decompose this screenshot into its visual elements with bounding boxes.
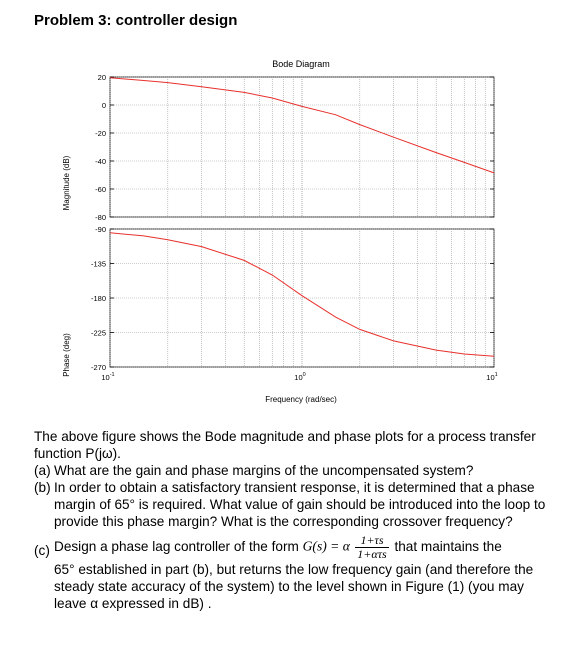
bode-diagram: Bode Diagram 20 0 -20 -40 -60 -80 -90 -135 -180…: [62, 59, 498, 404]
y-tick-label: -90: [95, 225, 106, 234]
y-tick-label: -60: [95, 185, 106, 194]
formula-numerator: 1+τs: [355, 534, 389, 548]
intro-paragraph: The above figure shows the Bode magnitud…: [34, 429, 536, 461]
y-tick-label: -40: [95, 157, 106, 166]
bode-title: Bode Diagram: [272, 59, 330, 69]
part-b-label: (b): [34, 480, 51, 495]
part-c: (c) Design a phase lag controller of the…: [34, 534, 556, 612]
problem-heading: Problem 3: controller design: [34, 12, 238, 29]
series-line: [109, 77, 495, 174]
part-b: (b) In order to obtain a satisfactory tr…: [34, 479, 556, 530]
y-tick-label: -135: [91, 260, 106, 269]
magnitude-axis-label: Magnitude (dB): [62, 155, 71, 210]
y-tick-label: -180: [91, 294, 106, 303]
y-tick-label: 20: [98, 73, 106, 82]
y-tick-label: -270: [91, 363, 106, 372]
phase-axis-label: Phase (deg): [62, 333, 71, 377]
problem-text: The above figure shows the Bode magnitud…: [34, 428, 556, 612]
part-c-text-pre: Design a phase lag controller of the for…: [54, 539, 299, 555]
formula-lhs: G(s) = α: [302, 538, 350, 554]
part-a-label: (a): [34, 463, 51, 478]
part-c-text-mid: that maintains the: [394, 539, 502, 555]
magnitude-panel: 20 0 -20 -40 -60 -80: [95, 73, 495, 222]
part-a: (a) What are the gain and phase margins …: [34, 462, 556, 479]
frequency-axis-label: Frequency (rad/sec): [265, 395, 337, 404]
series-line: [109, 232, 495, 357]
y-tick-label: -225: [91, 329, 106, 338]
part-c-label: (c): [34, 543, 50, 558]
y-tick-label: -80: [95, 213, 106, 222]
formula-denominator: 1+ατs: [357, 547, 387, 561]
formula-fraction: 1+τs 1+ατs: [355, 534, 389, 561]
part-a-text: What are the gain and phase margins of t…: [54, 463, 474, 478]
part-b-text: In order to obtain a satisfactory transi…: [54, 480, 546, 529]
lag-controller-formula: G(s) = α 1+τs 1+ατs: [303, 534, 391, 561]
x-tick-label: 101: [486, 372, 497, 382]
x-tick-label: 10-1: [101, 372, 114, 382]
x-tick-label: 100: [294, 372, 305, 382]
part-c-text-post: 65° established in part (b), but returns…: [54, 562, 534, 611]
y-tick-label: -20: [95, 129, 106, 138]
y-tick-label: 0: [102, 101, 106, 110]
